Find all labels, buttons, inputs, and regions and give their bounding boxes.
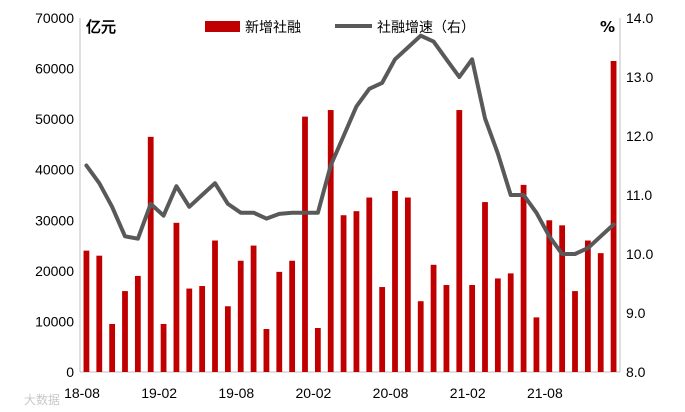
right-y-tick-label: 8.0 — [626, 364, 646, 380]
bar — [263, 329, 270, 372]
legend-line-label: 社融增速（右） — [377, 20, 475, 36]
legend: 新增社融 社融增速（右） — [205, 20, 475, 36]
right-y-tick-label: 9.0 — [626, 305, 646, 321]
right-y-tick-label: 13.0 — [626, 69, 653, 85]
x-tick-label: 18-08 — [64, 385, 100, 401]
left-y-tick-label: 60000 — [35, 61, 74, 77]
bar — [134, 275, 141, 372]
x-tick-label: 21-02 — [450, 385, 486, 401]
bar — [443, 285, 450, 372]
bar — [546, 220, 553, 372]
bar — [224, 306, 231, 372]
bar — [186, 288, 193, 372]
bar — [96, 255, 103, 372]
left-y-tick-label: 30000 — [35, 212, 74, 228]
bar — [83, 250, 90, 372]
bar — [494, 278, 501, 372]
bar — [340, 215, 347, 372]
legend-bar-swatch — [205, 21, 240, 32]
left-y-tick-label: 0 — [66, 364, 74, 380]
bar — [417, 301, 424, 372]
bar — [147, 136, 154, 372]
bar — [366, 197, 373, 372]
bar — [469, 285, 476, 372]
bar — [456, 110, 463, 372]
x-tick-label: 20-02 — [296, 385, 332, 401]
left-y-tick-label: 70000 — [35, 10, 74, 26]
bar — [237, 260, 244, 372]
bar — [173, 222, 180, 372]
bar — [122, 291, 128, 372]
left-y-tick-label: 10000 — [35, 313, 74, 329]
right-y-tick-label: 10.0 — [626, 246, 653, 262]
bar — [404, 197, 411, 372]
x-tick-label: 19-02 — [141, 385, 177, 401]
bar — [520, 184, 527, 372]
bar — [597, 253, 604, 372]
growth-rate-line — [84, 33, 616, 256]
x-tick-label: 20-08 — [373, 385, 409, 401]
bar — [314, 328, 321, 372]
bar — [353, 211, 360, 372]
axes-group — [79, 18, 621, 373]
bar — [584, 240, 591, 372]
x-tick-label: 21-08 — [527, 385, 563, 401]
left-y-tick-label: 50000 — [35, 111, 74, 127]
bar — [392, 190, 398, 372]
left-y-tick-label: 40000 — [35, 162, 74, 178]
bar — [250, 245, 257, 372]
right-axis-unit: % — [600, 18, 615, 36]
bar — [109, 323, 116, 372]
bar — [199, 286, 206, 372]
bar — [533, 317, 540, 372]
bar-series-group — [83, 60, 617, 372]
right-y-tick-label: 11.0 — [626, 187, 652, 203]
left-y-tick-label: 20000 — [35, 263, 74, 279]
right-y-tick-label: 12.0 — [626, 128, 653, 144]
legend-bar-label: 新增社融 — [245, 20, 301, 36]
bar — [289, 260, 296, 372]
left-axis-unit: 亿元 — [86, 18, 116, 36]
right-y-tick-label: 14.0 — [626, 10, 653, 26]
bar — [327, 110, 334, 372]
bar — [430, 264, 437, 372]
bar — [559, 225, 566, 372]
watermark: 大数据 — [24, 392, 60, 407]
bar — [302, 116, 308, 372]
bar — [379, 287, 386, 372]
x-tick-label: 19-08 — [218, 385, 254, 401]
line-series-group — [84, 33, 616, 256]
bar — [482, 202, 488, 372]
bar — [610, 60, 617, 372]
bar — [276, 271, 283, 372]
bar — [572, 291, 578, 372]
bar — [507, 273, 514, 372]
tick-labels-group: 0 10000 20000 30000 40000 50000 60000 70000 8.0 9… — [35, 10, 653, 401]
bar — [212, 240, 218, 372]
bar — [160, 323, 167, 372]
